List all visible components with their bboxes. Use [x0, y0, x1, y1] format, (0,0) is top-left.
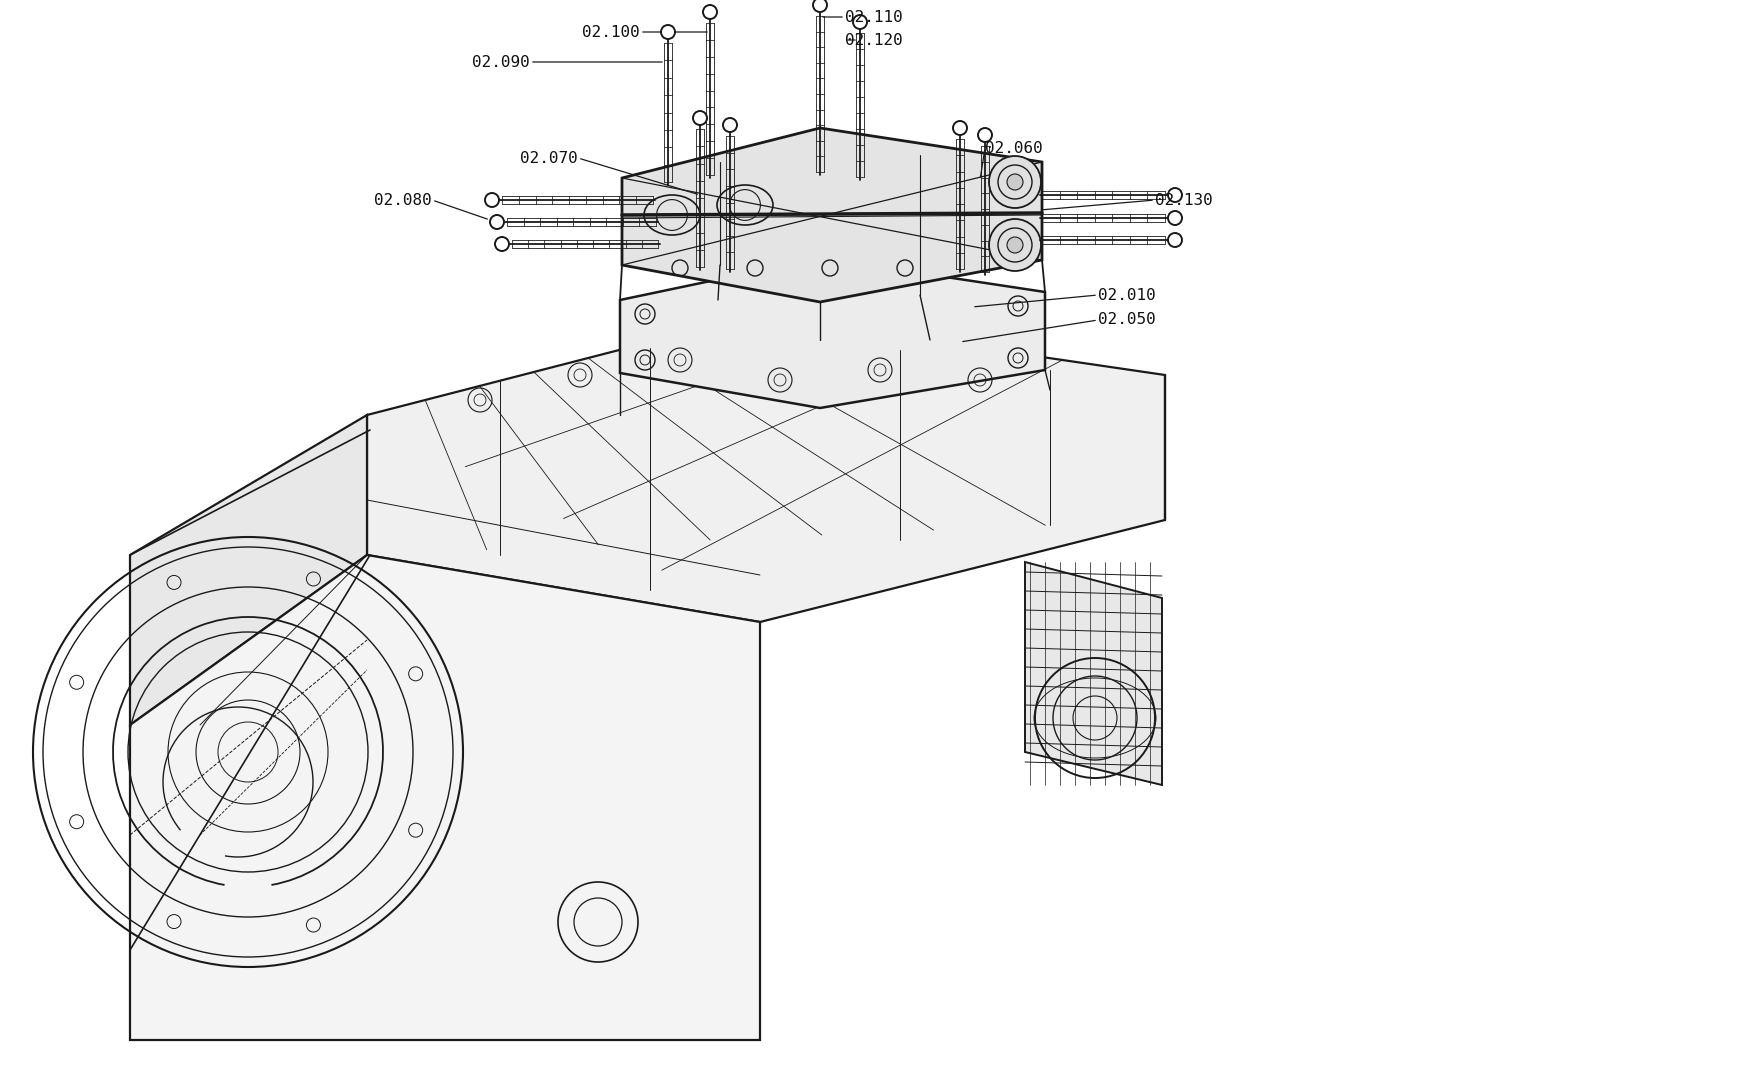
Circle shape: [692, 111, 706, 125]
Text: 02.080: 02.080: [374, 193, 431, 208]
Circle shape: [494, 236, 510, 251]
Text: 02.110: 02.110: [845, 10, 903, 25]
Circle shape: [661, 25, 675, 39]
Circle shape: [852, 15, 866, 29]
Circle shape: [1167, 211, 1181, 225]
Text: 02.120: 02.120: [845, 32, 903, 47]
Text: 02.130: 02.130: [1155, 193, 1212, 208]
Polygon shape: [130, 415, 367, 725]
Circle shape: [703, 5, 716, 19]
Circle shape: [723, 118, 737, 132]
Polygon shape: [621, 128, 1042, 302]
Circle shape: [812, 0, 826, 12]
Text: 02.070: 02.070: [520, 151, 577, 166]
Text: 02.050: 02.050: [1097, 312, 1155, 327]
Circle shape: [1167, 188, 1181, 202]
Circle shape: [1167, 233, 1181, 247]
Circle shape: [490, 215, 504, 229]
Text: 02.010: 02.010: [1097, 288, 1155, 303]
Text: 02.090: 02.090: [471, 55, 530, 70]
Polygon shape: [130, 555, 760, 1040]
Polygon shape: [1024, 562, 1162, 785]
Circle shape: [988, 156, 1040, 208]
Circle shape: [988, 219, 1040, 271]
Circle shape: [1007, 174, 1023, 190]
Polygon shape: [619, 258, 1045, 408]
Circle shape: [485, 193, 499, 207]
Text: 02.060: 02.060: [984, 140, 1042, 155]
Polygon shape: [367, 315, 1165, 622]
Text: 02.100: 02.100: [583, 25, 640, 40]
Circle shape: [1007, 236, 1023, 253]
Circle shape: [953, 121, 967, 135]
Circle shape: [977, 128, 991, 142]
